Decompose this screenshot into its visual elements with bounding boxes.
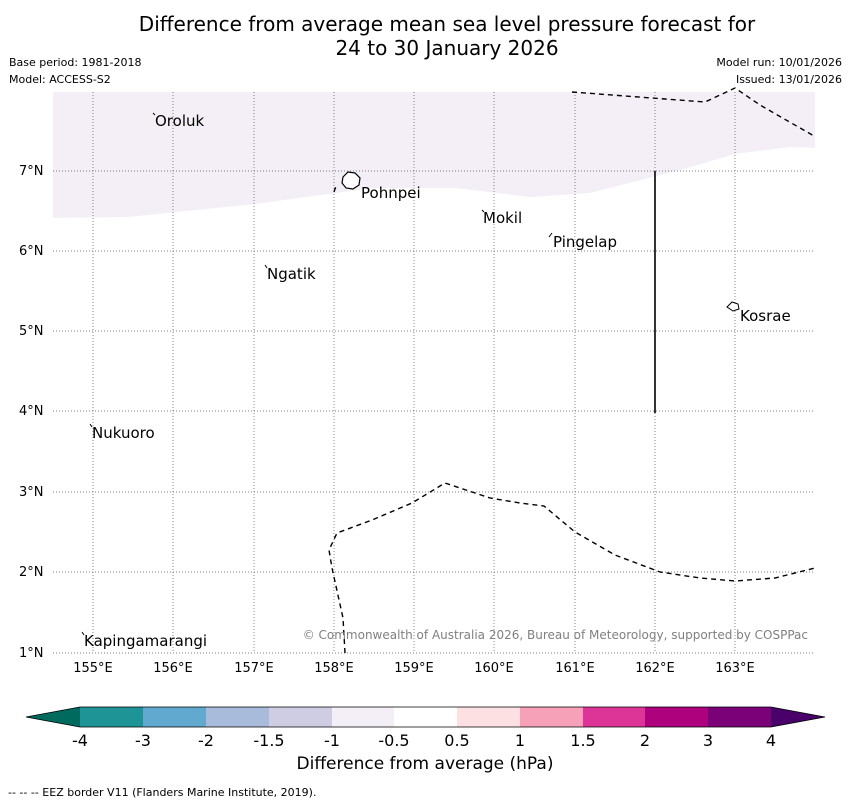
colorbar-segment-7	[457, 707, 520, 727]
place-kosrae: Kosrae	[740, 307, 791, 325]
map-title: Difference from average mean sea level p…	[0, 12, 850, 60]
lat-label-3: 3°N	[19, 485, 44, 500]
colorbar-tick-label: 1.5	[570, 731, 596, 750]
lon-label-158: 158°E	[314, 661, 354, 676]
colorbar-segment-2	[143, 707, 206, 727]
nukuoro-marker	[89, 423, 93, 428]
place-mokil: Mokil	[483, 209, 523, 227]
copyright-notice: © Commonwealth of Australia 2026, Bureau…	[302, 628, 808, 642]
colorbar-tick-label: -2	[198, 731, 214, 750]
pingelap-marker	[548, 232, 553, 238]
colorbar-outline	[25, 706, 826, 728]
place-ngatik: Ngatik	[267, 265, 316, 283]
kapingamarangi-marker	[81, 631, 85, 636]
colorbar-segment-3	[206, 707, 269, 727]
colorbar-tick-label: 2	[639, 731, 651, 750]
colorbar-segment-4	[269, 707, 332, 727]
atoll-markers	[81, 112, 553, 636]
title-line-1: Difference from average mean sea level p…	[138, 12, 756, 36]
lat-label-5: 5°N	[19, 324, 44, 339]
lon-label-159: 159°E	[394, 661, 434, 676]
issued-date: Issued: 13/01/2026	[735, 73, 842, 86]
colorbar-tick-label: -0.5	[378, 731, 410, 750]
place-kapingamarangi: Kapingamarangi	[84, 632, 208, 650]
colorbar-tick-label: -4	[72, 731, 88, 750]
eez-footnote: -- -- -- EEZ border V11 (Flanders Marine…	[8, 786, 317, 799]
place-pingelap: Pingelap	[553, 233, 618, 251]
eez-borders	[328, 87, 816, 654]
lat-label-6: 6°N	[19, 244, 44, 259]
eez-border-south	[328, 482, 816, 654]
lon-label-163: 163°E	[715, 661, 755, 676]
colorbar-segment-9	[583, 707, 645, 727]
lon-label-155: 155°E	[73, 661, 113, 676]
colorbar-segment-6	[394, 707, 457, 727]
place-oroluk: Oroluk	[155, 112, 205, 130]
colorbar-tick-label: -1	[324, 731, 340, 750]
lon-label-157: 157°E	[234, 661, 274, 676]
pohnpei-island	[341, 171, 361, 190]
colorbar-segment-10	[645, 707, 708, 727]
base-period: Base period: 1981-2018	[9, 56, 142, 69]
lon-label-160: 160°E	[474, 661, 514, 676]
colorbar-segment-5	[332, 707, 394, 727]
oroluk-marker	[152, 112, 156, 116]
anomaly-shading	[53, 92, 815, 218]
colorbar-segment-1	[80, 707, 143, 727]
title-line-2: 24 to 30 January 2026	[335, 36, 559, 60]
model-name: Model: ACCESS-S2	[9, 73, 111, 86]
model-run: Model run: 10/01/2026	[716, 56, 842, 69]
lon-label-161: 161°E	[555, 661, 595, 676]
eez-border-north	[571, 87, 815, 137]
colorbar-segment-8	[520, 707, 583, 727]
place-nukuoro: Nukuoro	[92, 424, 155, 442]
colorbar-tick-label: 0.5	[444, 731, 470, 750]
ngatik-marker	[264, 264, 268, 269]
lon-label-156: 156°E	[153, 661, 193, 676]
lon-label-162: 162°E	[635, 661, 675, 676]
colorbar-title: Difference from average (hPa)	[296, 754, 554, 774]
place-pohnpei: Pohnpei	[361, 184, 421, 202]
colorbar-tick-label: 1	[514, 731, 526, 750]
kosrae-island	[726, 301, 740, 312]
lat-label-4: 4°N	[19, 404, 44, 419]
lat-label-1: 1°N	[19, 646, 44, 661]
gridlines	[53, 92, 815, 654]
colorbar-segment-11	[708, 707, 771, 727]
colorbar-tick-label: 3	[702, 731, 714, 750]
eez-border-stub	[333, 185, 337, 193]
colorbar-tick-label: -3	[135, 731, 151, 750]
lat-label-7: 7°N	[19, 164, 44, 179]
colorbar-extend-low	[26, 707, 80, 727]
meta-right: Model run: 10/01/2026 Issued: 13/01/2026	[716, 54, 842, 88]
mokil-marker	[481, 209, 485, 213]
lat-label-2: 2°N	[19, 565, 44, 580]
meta-left: Base period: 1981-2018 Model: ACCESS-S2	[9, 54, 141, 88]
colorbar-tick-label: -1.5	[253, 731, 285, 750]
colorbar-tick-label: 4	[765, 731, 777, 750]
colorbar-extend-high	[771, 707, 825, 727]
colorbar	[25, 706, 826, 728]
